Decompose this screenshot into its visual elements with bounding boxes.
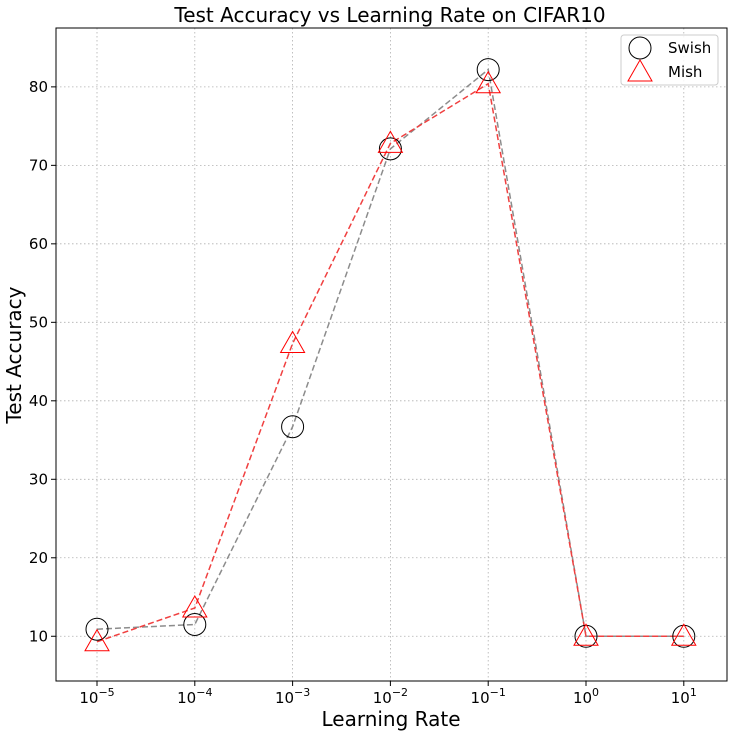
x-tick-label: 101 (671, 686, 697, 707)
mish-point (279, 330, 306, 354)
x-tick-label: 10−3 (275, 686, 310, 707)
y-tick-label: 40 (29, 392, 48, 410)
series-markers (84, 58, 697, 652)
x-tick-base: 10 (671, 689, 690, 707)
mish-point (573, 623, 599, 646)
y-tick-label: 70 (29, 156, 48, 174)
x-tick-label: 10−5 (79, 686, 114, 707)
y-tick-label: 60 (29, 235, 48, 253)
y-axis-label: Test Accuracy (2, 286, 26, 424)
x-tick-exponent: −4 (196, 686, 212, 699)
swish-point (378, 137, 402, 161)
y-tick-label: 80 (29, 78, 48, 96)
x-tick-exponent: 0 (592, 686, 599, 699)
x-tick-label: 100 (573, 686, 599, 707)
mish-point (181, 595, 208, 618)
swish-point (476, 58, 500, 82)
x-tick-label: 10−4 (177, 686, 212, 707)
x-tick-base: 10 (79, 689, 98, 707)
x-tick-label: 10−2 (373, 686, 408, 707)
y-tick-label: 30 (29, 470, 48, 488)
x-tick-base: 10 (373, 689, 392, 707)
swish-point (183, 612, 207, 636)
swish-point (281, 415, 305, 439)
x-tick-exponent: −1 (490, 686, 506, 699)
mish-legend-marker (627, 58, 653, 82)
legend: Swish Mish (620, 34, 719, 86)
mish-point (377, 130, 404, 153)
y-axis: 10 20 30 40 50 60 70 80 (29, 78, 56, 645)
x-tick-exponent: 1 (690, 686, 697, 699)
x-tick-exponent: −2 (392, 686, 408, 699)
chart-title: Test Accuracy vs Learning Rate on CIFAR1… (173, 3, 605, 27)
x-tick-label: 10−1 (471, 686, 506, 707)
x-tick-base: 10 (275, 689, 294, 707)
x-tick-exponent: −5 (98, 686, 114, 699)
mish-legend-label: Mish (668, 63, 702, 81)
y-tick-label: 50 (29, 313, 48, 331)
x-tick-base: 10 (177, 689, 196, 707)
swish-legend-label: Swish (668, 39, 711, 57)
mish-point (670, 623, 697, 646)
y-tick-label: 20 (29, 549, 48, 567)
mish-series-line (96, 82, 684, 643)
x-tick-base: 10 (471, 689, 490, 707)
x-tick-exponent: −3 (294, 686, 310, 699)
mish-point (475, 70, 502, 94)
grid (56, 28, 727, 681)
x-axis: 10−5 10−4 10−3 10−2 10−1 100 101 (79, 681, 697, 707)
series-lines (96, 68, 684, 643)
x-tick-base: 10 (573, 689, 592, 707)
plot-frame (55, 27, 728, 682)
swish-point (85, 617, 109, 641)
x-axis-label: Learning Rate (321, 707, 460, 731)
mish-point (84, 628, 110, 652)
y-tick-label: 10 (29, 627, 48, 645)
legend-box (620, 34, 719, 86)
